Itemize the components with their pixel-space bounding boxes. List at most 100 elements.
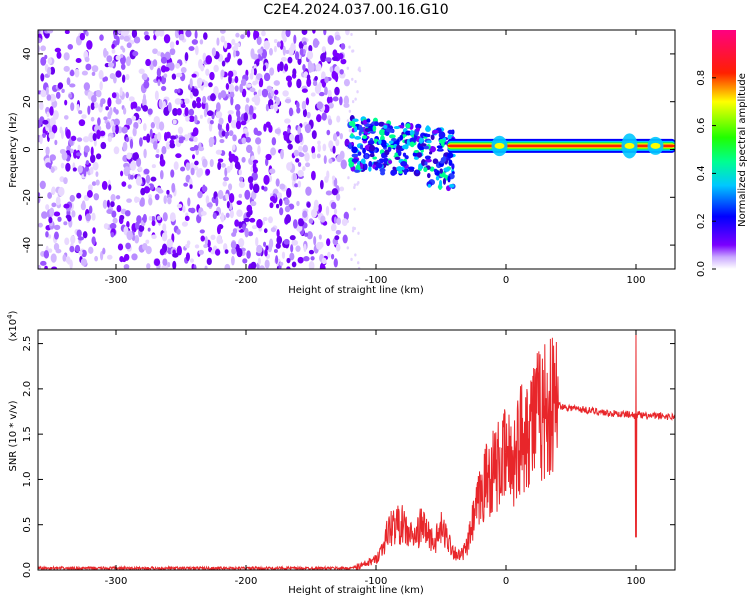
- colorbar-label: Normalized spectral amplitude: [737, 73, 748, 227]
- heatmap-noise-cell: [165, 141, 171, 150]
- heatmap-noise-cell: [85, 213, 92, 222]
- snr-y-scale-base: (x10: [8, 319, 19, 342]
- heatmap-x-tick-label: 100: [626, 275, 645, 286]
- heatmap-noise-cell: [93, 193, 100, 201]
- heatmap-noise-cell: [125, 136, 130, 143]
- heatmap-noise-cell: [238, 181, 246, 188]
- heatmap-transition-cell: [396, 166, 403, 172]
- heatmap-noise-cell: [63, 221, 68, 226]
- heatmap-transition-cell: [366, 118, 371, 123]
- heatmap-noise-cell: [109, 72, 116, 80]
- heatmap-noise-cell: [332, 49, 338, 57]
- heatmap-transition-cell: [432, 158, 439, 164]
- heatmap-noise-cell: [189, 258, 194, 263]
- heatmap-noise-cell: [50, 253, 57, 263]
- heatmap-noise-cell: [173, 161, 179, 170]
- heatmap-noise-cell: [348, 45, 351, 49]
- heatmap-noise-cell: [198, 58, 203, 69]
- heatmap-noise-cell: [156, 215, 162, 221]
- heatmap-noise-cell: [199, 229, 205, 234]
- heatmap-noise-cell: [261, 30, 266, 37]
- heatmap-noise-cell: [224, 249, 229, 254]
- snr-x-axis-label: Height of straight line (km): [288, 585, 424, 596]
- heatmap-noise-cell: [69, 148, 74, 154]
- heatmap-noise-cell: [240, 34, 245, 40]
- heatmap-noise-cell: [39, 102, 44, 111]
- heatmap-noise-cell: [128, 96, 135, 102]
- heatmap-noise-cell: [240, 78, 247, 86]
- heatmap-noise-cell: [299, 132, 303, 143]
- heatmap-noise-cell: [223, 243, 228, 252]
- heatmap-noise-cell: [49, 93, 56, 103]
- snr-x-tick-label: 100: [626, 576, 645, 587]
- heatmap-noise-cell: [136, 215, 142, 224]
- heatmap-noise-cell: [265, 153, 272, 161]
- heatmap-noise-cell: [195, 102, 202, 109]
- heatmap-noise-cell: [244, 227, 249, 238]
- heatmap-noise-cell: [206, 202, 213, 208]
- heatmap-noise-cell: [353, 207, 356, 211]
- heatmap-noise-cell: [125, 242, 131, 250]
- heatmap-noise-cell: [236, 248, 243, 258]
- heatmap-y-axis-label: Frequency (Hz): [8, 112, 19, 188]
- heatmap-noise-cell: [305, 97, 310, 106]
- heatmap-noise-cell: [298, 151, 303, 157]
- heatmap-noise-cell: [239, 83, 243, 93]
- heatmap-noise-cell: [342, 234, 348, 244]
- heatmap-noise-cell: [51, 124, 58, 134]
- heatmap-noise-cell: [131, 115, 137, 121]
- heatmap-transition-cell: [394, 152, 398, 157]
- heatmap-noise-cell: [357, 266, 361, 269]
- heatmap-noise-cell: [77, 144, 81, 152]
- snr-y-scale: (x104): [6, 310, 19, 341]
- heatmap-transition-cell: [374, 121, 379, 127]
- heatmap-noise-cell: [96, 89, 100, 95]
- heatmap-noise-cell: [97, 117, 101, 126]
- heatmap-noise-cell: [49, 106, 54, 116]
- heatmap-noise-cell: [107, 62, 115, 68]
- heatmap-noise-cell: [246, 204, 253, 213]
- heatmap-noise-cell: [318, 91, 325, 97]
- heatmap-transition-cell: [372, 156, 377, 160]
- heatmap-transition-cell: [418, 137, 424, 144]
- heatmap-transition-cell: [396, 144, 401, 151]
- heatmap-x-tick-label: -300: [105, 275, 128, 286]
- heatmap-noise-cell: [274, 89, 279, 95]
- heatmap-noise-cell: [253, 68, 257, 76]
- heatmap-transition-cell: [402, 152, 407, 157]
- heatmap-transition-cell: [351, 158, 359, 163]
- heatmap-noise-cell: [76, 192, 82, 199]
- heatmap-noise-cell: [110, 231, 115, 238]
- heatmap-noise-cell: [246, 250, 251, 259]
- heatmap-noise-cell: [228, 193, 235, 203]
- heatmap-noise-cell: [208, 137, 215, 146]
- heatmap-noise-cell: [279, 261, 284, 266]
- heatmap-noise-cell: [205, 68, 210, 76]
- heatmap-noise-cell: [125, 117, 133, 126]
- heatmap-noise-cell: [275, 178, 280, 187]
- heatmap-noise-cell: [343, 95, 350, 106]
- heatmap-transition-cell: [348, 142, 352, 150]
- heatmap-noise-cell: [292, 173, 297, 182]
- heatmap-noise-cell: [127, 184, 132, 189]
- heatmap-noise-cell: [335, 139, 340, 147]
- heatmap-noise-cell: [92, 133, 97, 141]
- heatmap-transition-cell: [358, 130, 362, 136]
- heatmap-noise-cell: [60, 162, 65, 169]
- heatmap-y-ticks: -40 -20 0 20 40: [22, 48, 675, 253]
- heatmap-noise-cell: [220, 35, 226, 43]
- heatmap-noise-cell: [192, 88, 199, 97]
- heatmap-noise-cell: [318, 203, 323, 213]
- heatmap-noise-cell: [96, 129, 101, 140]
- heatmap-transition-cell: [351, 153, 359, 158]
- heatmap-noise-cell: [42, 119, 49, 125]
- heatmap-noise-cell: [302, 64, 306, 72]
- heatmap-noise-cell: [172, 107, 179, 116]
- heatmap-noise-cell: [106, 209, 113, 214]
- heatmap-noise-cell: [346, 219, 349, 223]
- heatmap-noise-cell: [102, 77, 106, 82]
- heatmap-noise-cell: [238, 221, 242, 229]
- heatmap-noise-cell: [275, 255, 279, 264]
- heatmap-noise-cell: [185, 30, 192, 38]
- heatmap-noise-cell: [306, 50, 314, 60]
